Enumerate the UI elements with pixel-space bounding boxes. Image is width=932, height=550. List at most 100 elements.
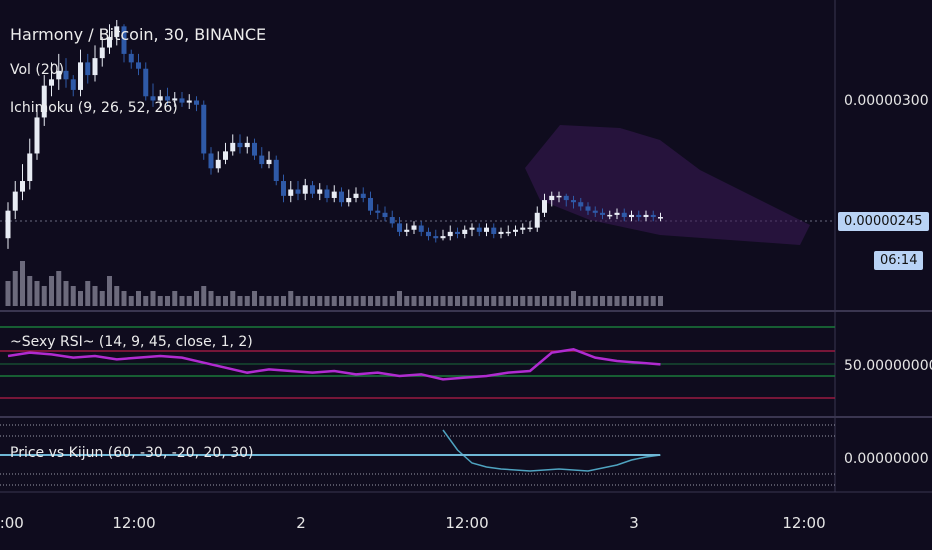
volume-bar bbox=[629, 296, 634, 306]
candle-body bbox=[244, 142, 250, 148]
volume-bar bbox=[520, 296, 526, 306]
candle-body bbox=[223, 151, 228, 160]
candle-body bbox=[621, 212, 627, 218]
candle-body bbox=[143, 68, 149, 97]
volume-bar bbox=[281, 296, 286, 306]
candle-body bbox=[513, 229, 518, 232]
candle-body bbox=[157, 96, 163, 101]
candle-body bbox=[411, 225, 417, 230]
candle-body bbox=[179, 98, 185, 103]
volume-bar bbox=[397, 291, 402, 306]
candle-body bbox=[259, 155, 265, 165]
volume-bar bbox=[208, 291, 214, 306]
candle-body bbox=[542, 200, 547, 213]
candle-body bbox=[215, 159, 221, 169]
candle-body bbox=[128, 53, 134, 63]
candle-body bbox=[600, 212, 605, 215]
candle-body bbox=[462, 229, 468, 234]
candle-body bbox=[505, 231, 511, 234]
candle-body bbox=[121, 26, 127, 54]
candle-body bbox=[491, 227, 497, 234]
volume-bar bbox=[201, 286, 207, 306]
volume-bar bbox=[433, 296, 439, 306]
volume-bar bbox=[476, 296, 482, 306]
volume-bar bbox=[346, 296, 352, 306]
candle-body bbox=[447, 231, 453, 237]
time-tick-2: 2 bbox=[296, 514, 306, 532]
volume-bar bbox=[99, 291, 105, 306]
volume-bar bbox=[542, 296, 547, 306]
ichimoku-cloud bbox=[525, 125, 810, 245]
volume-bar bbox=[484, 296, 489, 306]
pvk-series-line bbox=[442, 429, 661, 472]
candle-body bbox=[563, 195, 569, 201]
candle-body bbox=[549, 195, 555, 201]
vol-label: Vol (20) bbox=[10, 62, 65, 78]
candle-body bbox=[310, 185, 315, 194]
candle-body bbox=[20, 181, 25, 192]
volume-bar bbox=[491, 296, 497, 306]
candle-body bbox=[281, 181, 286, 196]
time-tick-3: 12:00 bbox=[445, 514, 489, 532]
candle-body bbox=[92, 58, 98, 76]
candle-body bbox=[404, 229, 410, 232]
volume-bar bbox=[157, 296, 163, 306]
volume-bar bbox=[252, 291, 257, 306]
volume-bar bbox=[339, 296, 344, 306]
volume-bar bbox=[331, 296, 337, 306]
volume-bar bbox=[179, 296, 185, 306]
candle-body bbox=[194, 100, 199, 105]
volume-bar bbox=[636, 296, 642, 306]
candle-body bbox=[578, 202, 584, 207]
candle-body bbox=[114, 26, 120, 37]
volume-bar bbox=[121, 291, 127, 306]
candle-body bbox=[382, 212, 388, 218]
time-tick-5: 12:00 bbox=[782, 514, 826, 532]
volume-bar bbox=[70, 286, 76, 306]
volume-bar bbox=[143, 296, 149, 306]
volume-bar bbox=[513, 296, 518, 306]
volume-bars bbox=[5, 261, 663, 306]
candle-body bbox=[527, 227, 533, 230]
volume-bar bbox=[650, 296, 656, 306]
volume-bar bbox=[266, 296, 272, 306]
candle-body bbox=[498, 231, 504, 234]
candle-body bbox=[571, 200, 576, 203]
volume-bar bbox=[172, 291, 178, 306]
candle-body bbox=[208, 153, 214, 169]
candle-body bbox=[389, 217, 395, 224]
volume-bar bbox=[107, 276, 112, 306]
candle-body bbox=[172, 98, 178, 101]
candle-body bbox=[165, 96, 170, 101]
volume-bar bbox=[12, 271, 18, 306]
candle-body bbox=[107, 36, 112, 48]
candle-body bbox=[397, 223, 402, 232]
volume-bar bbox=[360, 296, 366, 306]
candle-body bbox=[34, 117, 40, 154]
ichimoku-label: Ichimoku (9, 26, 52, 26) bbox=[10, 100, 178, 116]
volume-bar bbox=[150, 291, 156, 306]
pvk-line bbox=[0, 429, 661, 472]
candle-body bbox=[534, 212, 540, 228]
candle-body bbox=[230, 142, 236, 152]
volume-bar bbox=[455, 296, 460, 306]
volume-bar bbox=[49, 276, 54, 306]
volume-bar bbox=[324, 296, 330, 306]
time-tick-0: 3:00 bbox=[0, 514, 24, 532]
volume-bar bbox=[534, 296, 540, 306]
price-tick: 0.00000300 bbox=[844, 93, 929, 109]
volume-bar bbox=[411, 296, 417, 306]
candle-body bbox=[302, 185, 308, 194]
volume-bar bbox=[56, 271, 62, 306]
candle-body bbox=[556, 195, 562, 198]
volume-bar bbox=[302, 296, 308, 306]
candle-body bbox=[12, 191, 18, 211]
candle-body bbox=[266, 159, 272, 165]
volume-bar bbox=[404, 296, 410, 306]
volume-bar bbox=[230, 291, 236, 306]
volume-bar bbox=[273, 296, 279, 306]
candle-body bbox=[99, 47, 105, 59]
candle-body bbox=[592, 210, 598, 213]
